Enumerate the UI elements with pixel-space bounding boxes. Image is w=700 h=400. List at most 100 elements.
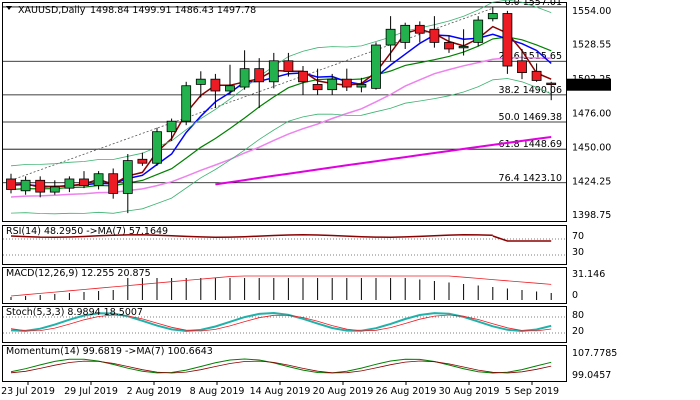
candle-body — [356, 84, 367, 88]
bollinger-lower — [10, 78, 552, 215]
candle-body — [195, 78, 206, 85]
momentum-panel — [2, 345, 567, 382]
price-tick-label: 1424.25 — [572, 176, 611, 187]
price-tick-label: 1398.75 — [572, 210, 611, 221]
candle-body — [122, 160, 133, 194]
rsi-panel — [2, 225, 567, 265]
time-tick-label: 23 Jul 2019 — [1, 386, 55, 397]
fib-label: 76.4 1423.10 — [499, 173, 562, 184]
candle-body — [283, 60, 294, 72]
momentum-ma — [10, 360, 552, 374]
macd-title: MACD(12,26,9) 12.255 20.875 — [6, 268, 151, 279]
candle-body — [166, 120, 177, 133]
fib-label: 23.6 1515.65 — [499, 51, 562, 62]
moving-averages — [10, 0, 552, 215]
time-tick-label: 30 Aug 2019 — [439, 386, 500, 397]
current-price-label: 1497.78 — [570, 80, 609, 91]
momentum-title: Momentum(14) 99.6819 ->MA(7) 100.6643 — [6, 346, 213, 357]
stoch-tick-80: 80 — [572, 310, 584, 321]
price-tick-label: 1528.55 — [572, 39, 611, 50]
rsi-tail — [492, 235, 552, 242]
momentum-tick-min: 99.0457 — [572, 370, 611, 381]
ma-fast-line — [10, 25, 552, 189]
bollinger-upper — [10, 0, 552, 167]
candle-body — [49, 186, 60, 193]
macd-panel — [2, 267, 567, 304]
candle-body — [20, 179, 31, 192]
candle-body — [137, 158, 148, 164]
candle-body — [502, 13, 513, 67]
time-tick-label: 5 Sep 2019 — [505, 386, 559, 397]
ma-green-line — [10, 36, 552, 191]
stoch-tick-20: 20 — [572, 326, 584, 337]
candle-body — [79, 178, 89, 186]
price-tick-label: 1450.00 — [572, 142, 611, 153]
candle-body — [152, 131, 162, 164]
stoch-signal — [10, 314, 552, 332]
macd-tick-zero: 0 — [572, 290, 578, 301]
time-tick-label: 8 Aug 2019 — [190, 386, 245, 397]
indicator-lines — [3, 234, 566, 374]
candle-body — [239, 68, 250, 88]
ohlc-label: 1498.84 1499.91 1486.43 1497.78 — [90, 5, 256, 16]
rsi-line — [10, 234, 493, 238]
price-axis: 1554.001528.551502.251476.001450.001424.… — [567, 6, 611, 221]
candle-body — [268, 60, 279, 83]
candle-body — [517, 60, 527, 74]
ma-violet-line — [10, 56, 552, 198]
candle-body — [93, 173, 104, 186]
time-tick-label: 2 Aug 2019 — [127, 386, 182, 397]
symbol-label: XAUUSD,Daily — [18, 5, 86, 16]
candle-body — [400, 24, 411, 43]
stoch-panel — [2, 306, 567, 343]
stoch-title: Stoch(5,3,3) 8.9894 18.5007 — [6, 307, 143, 318]
candle-body — [35, 179, 46, 193]
fib-label: 38.2 1490.06 — [499, 85, 562, 96]
current-price-badge — [567, 78, 611, 91]
rsi-tick-70: 70 — [572, 231, 584, 242]
momentum-tick-max: 107.7785 — [572, 348, 617, 359]
time-tick-label: 14 Aug 2019 — [250, 386, 311, 397]
candle-body — [487, 13, 498, 20]
panel-frames — [2, 2, 567, 382]
macd-tick-max: 31.146 — [572, 269, 605, 280]
caret-down-icon[interactable] — [6, 6, 12, 10]
candle-body — [341, 78, 352, 88]
time-tick-label: 20 Aug 2019 — [313, 386, 374, 397]
candle-body — [546, 82, 557, 86]
main-panel — [2, 2, 567, 222]
rsi-tick-30: 30 — [572, 247, 584, 258]
candle-body — [444, 41, 454, 50]
fib-label: 50.0 1469.38 — [499, 112, 562, 123]
candle-body — [6, 178, 16, 190]
time-tick-label: 26 Aug 2019 — [376, 386, 437, 397]
candle-body — [210, 78, 221, 92]
candle-body — [225, 85, 235, 92]
candle-body — [414, 24, 425, 34]
candle-body — [458, 45, 469, 49]
price-tick-label: 1554.00 — [572, 6, 611, 17]
candle-body — [371, 44, 381, 89]
fib-label: 0.0 1557.01 — [505, 0, 562, 8]
candle-body — [298, 70, 308, 83]
candles — [6, 6, 557, 214]
time-axis: 23 Jul 2019 29 Jul 2019 2 Aug 2019 8 Aug 20… — [1, 382, 559, 397]
macd-signal — [10, 275, 552, 297]
rsi-title: RSI(14) 48.2950 ->MA(7) 57.1649 — [6, 226, 168, 237]
candle-body — [385, 28, 396, 46]
fib-label: 61.8 1448.69 — [499, 139, 562, 150]
candle-body — [181, 85, 192, 122]
candle-body — [64, 178, 75, 189]
candle-body — [429, 28, 440, 43]
candle-body — [312, 84, 323, 91]
price-tick-label: 1476.00 — [572, 108, 611, 119]
candle-body — [327, 78, 338, 91]
ma-blue-line — [10, 33, 552, 188]
trend-line — [10, 7, 493, 181]
candle-body — [531, 70, 542, 81]
candle-body — [108, 173, 119, 194]
candle-body — [254, 68, 265, 83]
ma-slow-line — [215, 136, 552, 186]
time-tick-label: 29 Jul 2019 — [64, 386, 118, 397]
